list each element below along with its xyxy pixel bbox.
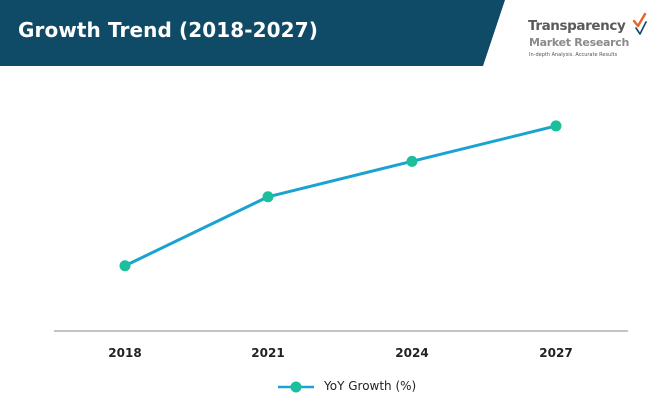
- legend-marker: [276, 379, 316, 393]
- logo-name-line2: Market Research: [529, 36, 630, 49]
- series-layer: [119, 120, 562, 272]
- x-tick-label-2021: 2021: [251, 346, 284, 360]
- legend-label: YoY Growth (%): [324, 379, 417, 393]
- header-band: [0, 0, 505, 66]
- logo-name-line1: Transparency: [528, 18, 626, 34]
- chart-title: Growth Trend (2018-2027): [18, 18, 318, 42]
- data-point-2018: [119, 260, 131, 272]
- header-banner: Growth Trend (2018-2027) Transparency Ma…: [0, 0, 650, 66]
- header-background: [0, 0, 505, 66]
- data-point-2021: [262, 191, 274, 203]
- company-logo: Transparency Market Research In-depth An…: [528, 12, 647, 62]
- legend-line-icon: [278, 381, 314, 393]
- data-point-2024: [406, 155, 418, 167]
- data-point-2027: [550, 120, 562, 132]
- checkmark-icon: [632, 12, 647, 35]
- x-tick-labels: 2018 2021 2024 2027: [108, 346, 572, 360]
- series-line: [124, 124, 557, 268]
- logo-tagline: In-depth Analysis. Accurate Results: [529, 52, 618, 58]
- x-tick-label-2018: 2018: [108, 346, 141, 360]
- x-tick-label-2027: 2027: [539, 346, 572, 360]
- chart-legend: YoY Growth (%): [276, 376, 416, 396]
- x-tick-label-2024: 2024: [395, 346, 428, 360]
